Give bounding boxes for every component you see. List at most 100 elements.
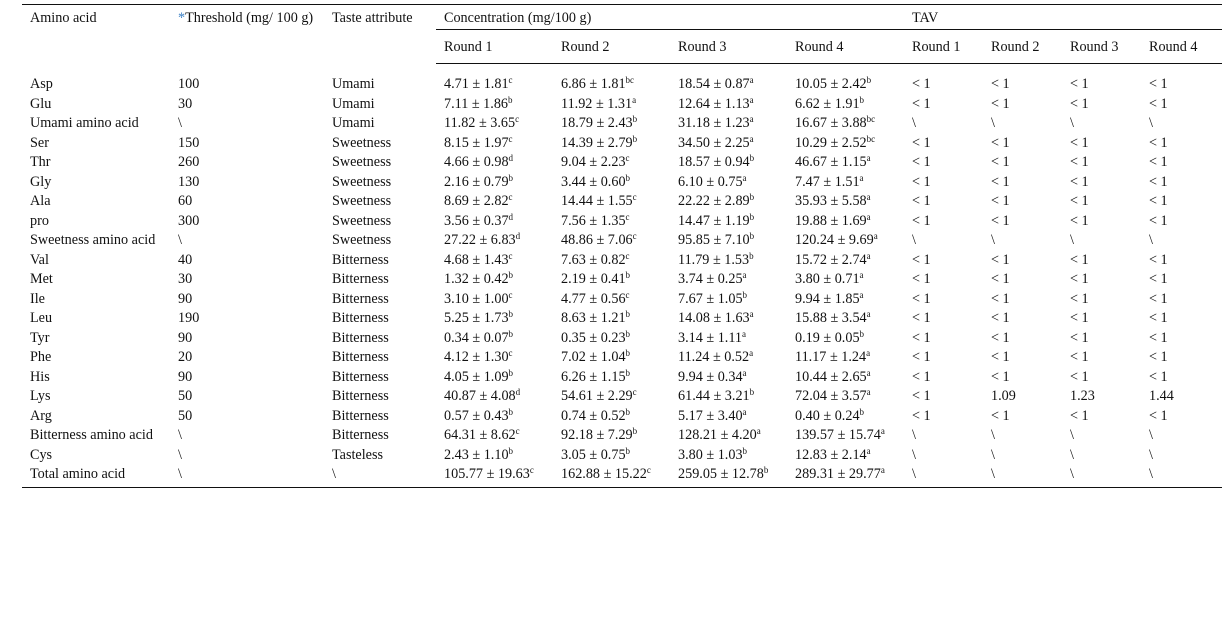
concentration-cell: 15.72 ± 2.74a bbox=[787, 251, 904, 271]
concentration-cell: 3.14 ± 1.11a bbox=[670, 329, 787, 349]
significance-letter: a bbox=[749, 309, 754, 319]
concentration-cell: 3.44 ± 0.60b bbox=[553, 173, 670, 193]
amino-acid-name: Asp bbox=[30, 75, 53, 92]
amino-acid-name: Leu bbox=[30, 310, 53, 326]
concentration-cell: 0.74 ± 0.52b bbox=[553, 407, 670, 427]
tav-cell: \ bbox=[904, 465, 983, 488]
concentration-cell: 9.94 ± 1.85a bbox=[787, 290, 904, 310]
significance-letter: a bbox=[859, 172, 864, 183]
concentration-value: 18.54 ± 0.87 bbox=[678, 76, 750, 92]
significance-letter: a bbox=[866, 348, 871, 358]
table-row: Arg 50 Bitterness 0.57 ± 0.43b 0.74 ± 0.52b 5… bbox=[22, 407, 1222, 427]
tav-cell: < 1 bbox=[1149, 173, 1168, 190]
concentration-value: 48.86 ± 7.06 bbox=[561, 232, 633, 248]
significance-letter: c bbox=[508, 192, 513, 202]
concentration-cell: 92.18 ± 7.29b bbox=[553, 426, 670, 446]
concentration-cell: 2.43 ± 1.10b bbox=[436, 446, 553, 466]
significance-letter: a bbox=[866, 250, 871, 261]
threshold-cell: 190 bbox=[178, 310, 200, 326]
amino-acid-name: Glu bbox=[30, 95, 52, 112]
significance-letter: c bbox=[625, 211, 630, 222]
concentration-value: 3.05 ± 0.75 bbox=[561, 446, 626, 463]
tav-cell: \ bbox=[1149, 232, 1153, 248]
concentration-value: 7.11 ± 1.86 bbox=[444, 95, 509, 112]
significance-letter: c bbox=[508, 133, 513, 144]
concentration-cell: 4.77 ± 0.56c bbox=[553, 290, 670, 310]
tav-cell: \ bbox=[1070, 446, 1074, 463]
concentration-value: 8.15 ± 1.97 bbox=[444, 134, 509, 151]
significance-letter: b bbox=[625, 309, 631, 319]
concentration-value: 18.57 ± 0.94 bbox=[678, 154, 750, 170]
significance-letter: a bbox=[749, 133, 754, 144]
taste-cell: Sweetness bbox=[332, 134, 392, 151]
threshold-cell: 90 bbox=[178, 368, 193, 385]
tav-cell: < 1 bbox=[1070, 173, 1089, 190]
concentration-value: 259.05 ± 12.78 bbox=[678, 466, 764, 482]
tav-cell: < 1 bbox=[1149, 310, 1168, 326]
concentration-cell: 8.69 ± 2.82c bbox=[436, 192, 553, 212]
significance-letter: a bbox=[632, 94, 637, 105]
concentration-value: 11.82 ± 3.65 bbox=[444, 115, 516, 131]
concentration-value: 128.21 ± 4.20 bbox=[678, 427, 757, 443]
tav-cell: \ bbox=[912, 427, 916, 443]
amino-acid-name-cell: Umami amino acid bbox=[22, 114, 170, 134]
amino-acid-name-cell: Glu bbox=[22, 95, 170, 115]
header-tav-round: Round 4 bbox=[1141, 29, 1223, 64]
amino-acid-name: Phe bbox=[30, 349, 52, 365]
concentration-value: 5.25 ± 1.73 bbox=[444, 310, 509, 326]
concentration-cell: 4.68 ± 1.43c bbox=[436, 251, 553, 271]
concentration-value: 10.29 ± 2.52 bbox=[795, 134, 867, 151]
table-row: Val 40 Bitterness 4.68 ± 1.43c 7.63 ± 0.82c 1… bbox=[22, 251, 1222, 271]
amino-acid-name: Ala bbox=[30, 193, 51, 209]
significance-letter: a bbox=[866, 445, 871, 456]
concentration-cell: 14.47 ± 1.19b bbox=[670, 212, 787, 232]
taste-cell: Tasteless bbox=[332, 446, 384, 463]
tav-cell: < 1 bbox=[991, 271, 1010, 287]
concentration-value: 4.71 ± 1.81 bbox=[444, 76, 509, 92]
concentration-cell: 289.31 ± 29.77a bbox=[787, 465, 904, 488]
tav-cell: 1.44 bbox=[1149, 388, 1174, 404]
significance-letter: b bbox=[625, 328, 631, 339]
concentration-cell: 12.64 ± 1.13a bbox=[670, 95, 787, 115]
concentration-value: 15.88 ± 3.54 bbox=[795, 310, 867, 326]
tav-cell: < 1 bbox=[991, 407, 1010, 424]
concentration-cell: 259.05 ± 12.78b bbox=[670, 465, 787, 488]
significance-letter: b bbox=[508, 94, 513, 105]
concentration-value: 10.05 ± 2.42 bbox=[795, 76, 867, 92]
threshold-cell: 260 bbox=[178, 154, 200, 170]
header-conc-round: Round 1 bbox=[436, 29, 553, 64]
concentration-cell: 7.67 ± 1.05b bbox=[670, 290, 787, 310]
amino-acid-name: Ile bbox=[30, 290, 45, 307]
concentration-cell: 5.25 ± 1.73b bbox=[436, 309, 553, 329]
header-taste: Taste attribute bbox=[324, 4, 436, 64]
table-row: Phe 20 Bitterness 4.12 ± 1.30c 7.02 ± 1.04b 1… bbox=[22, 348, 1222, 368]
amino-acid-name-cell: pro bbox=[22, 212, 170, 232]
taste-cell: Umami bbox=[332, 95, 375, 112]
concentration-value: 6.86 ± 1.81 bbox=[561, 76, 626, 92]
significance-letter: c bbox=[632, 231, 637, 241]
amino-acid-name: Bitterness amino acid bbox=[30, 427, 153, 443]
concentration-value: 6.26 ± 1.15 bbox=[561, 368, 626, 385]
significance-letter: c bbox=[508, 75, 513, 85]
taste-cell: Bitterness bbox=[332, 251, 389, 268]
significance-letter: c bbox=[625, 289, 630, 300]
significance-letter: d bbox=[508, 153, 514, 163]
significance-letter: a bbox=[742, 328, 747, 339]
concentration-cell: 10.29 ± 2.52bc bbox=[787, 134, 904, 154]
concentration-value: 7.56 ± 1.35 bbox=[561, 212, 626, 229]
tav-cell: < 1 bbox=[912, 193, 931, 209]
concentration-value: 7.47 ± 1.51 bbox=[795, 173, 860, 190]
concentration-cell: 1.32 ± 0.42b bbox=[436, 270, 553, 290]
concentration-cell: 120.24 ± 9.69a bbox=[787, 231, 904, 251]
significance-letter: b bbox=[749, 153, 755, 163]
concentration-value: 0.35 ± 0.23 bbox=[561, 329, 626, 346]
concentration-value: 0.74 ± 0.52 bbox=[561, 407, 626, 424]
concentration-value: 22.22 ± 2.89 bbox=[678, 193, 750, 209]
tav-cell: < 1 bbox=[912, 154, 931, 170]
concentration-value: 8.63 ± 1.21 bbox=[561, 310, 626, 326]
concentration-cell: 31.18 ± 1.23a bbox=[670, 114, 787, 134]
table-row: Umami amino acid \ Umami 11.82 ± 3.65c 18.79… bbox=[22, 114, 1222, 134]
concentration-cell: 7.02 ± 1.04b bbox=[553, 348, 670, 368]
amino-acid-name-cell: Tyr bbox=[22, 329, 170, 349]
tav-cell: \ bbox=[1149, 115, 1153, 131]
